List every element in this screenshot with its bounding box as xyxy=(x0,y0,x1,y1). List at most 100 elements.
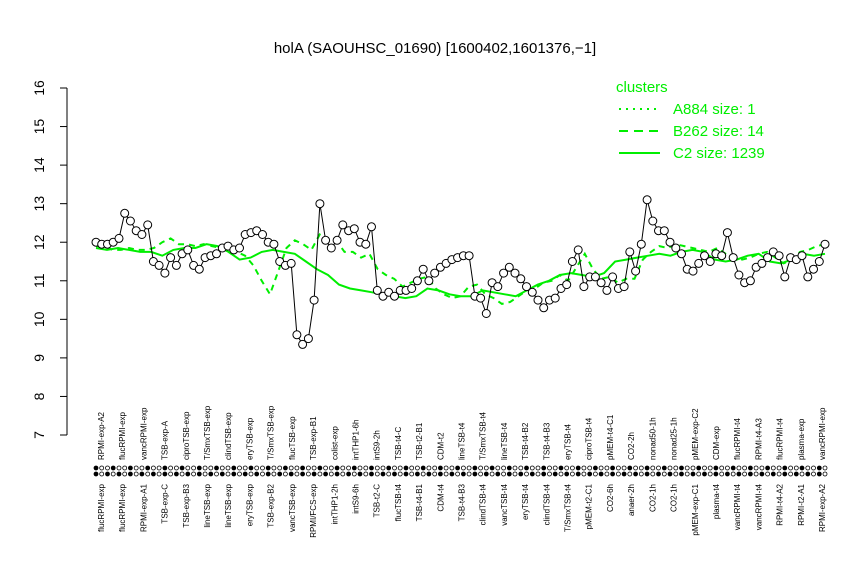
rug-bottom-97 xyxy=(650,471,656,477)
rug-bottom-105 xyxy=(696,471,702,477)
rug-bottom-14 xyxy=(173,471,179,477)
rug-top-22 xyxy=(219,465,225,471)
data-point-18 xyxy=(194,264,204,274)
rug-bottom-12 xyxy=(162,471,168,477)
rug-top-21 xyxy=(214,465,219,471)
rug-top-5 xyxy=(122,465,128,471)
rug-top-122 xyxy=(793,465,799,471)
rug-top-44 xyxy=(346,465,352,471)
rug-top-1 xyxy=(99,465,105,471)
rug-top-103 xyxy=(684,465,690,471)
rug-top-64 xyxy=(460,465,466,471)
rug-bottom-123 xyxy=(799,471,805,477)
rug-bottom-64 xyxy=(460,471,466,477)
rug-bottom-82 xyxy=(564,471,570,477)
rug-top-119 xyxy=(776,465,782,471)
data-point-37 xyxy=(303,334,313,344)
rug-bottom-88 xyxy=(598,471,604,477)
data-line xyxy=(95,199,826,346)
rug-bottom-42 xyxy=(334,471,340,477)
top-label-10: TSB-exp-B1 xyxy=(309,416,318,460)
rug-top-35 xyxy=(294,465,300,471)
rug-bottom-4 xyxy=(116,471,122,477)
rug-bottom-27 xyxy=(248,471,254,477)
y-tick-label-4: 11 xyxy=(31,273,47,288)
rug-top-60 xyxy=(437,465,443,471)
rug-bottom-106 xyxy=(702,471,707,477)
rug-top-111 xyxy=(730,465,736,471)
rug-bottom-20 xyxy=(208,471,214,477)
legend-label-a884: A884 size: 1 xyxy=(673,101,756,118)
rug-bottom-96 xyxy=(644,471,650,477)
bottom-label-33: RPMI-t2-A1 xyxy=(797,483,806,525)
top-label-23: ciproTSB-t4 xyxy=(585,417,594,460)
top-label-33: plasma-exp xyxy=(797,418,806,460)
rug-bottom-31 xyxy=(271,471,277,477)
rug-bottom-126 xyxy=(816,471,822,477)
data-point-49 xyxy=(372,285,382,295)
rug-bottom-1 xyxy=(99,471,105,477)
rug-top-108 xyxy=(713,465,719,471)
rug-bottom-61 xyxy=(443,471,449,477)
rug-bottom-122 xyxy=(793,471,799,477)
data-point-13 xyxy=(166,253,176,263)
data-point-40 xyxy=(321,235,331,245)
rug-bottom-57 xyxy=(420,471,426,477)
rug-bottom-21 xyxy=(214,471,219,477)
y-tick-label-5: 12 xyxy=(31,234,47,250)
bottom-label-10: RPMI/FCS-exp xyxy=(309,483,318,537)
rug-bottom-63 xyxy=(455,471,461,477)
rug-bottom-113 xyxy=(742,471,747,477)
rug-top-120 xyxy=(782,465,788,471)
rug-bottom-40 xyxy=(323,471,329,477)
rug-bottom-110 xyxy=(725,471,730,477)
legend-title: clusters xyxy=(616,79,668,96)
data-point-12 xyxy=(160,268,170,278)
rug-top-4 xyxy=(116,465,122,471)
data-point-75 xyxy=(522,282,531,292)
data-point-29 xyxy=(258,230,267,239)
data-point-39 xyxy=(315,199,325,209)
bottom-label-2: RPMI-exp-A1 xyxy=(139,483,148,532)
rug-bottom-78 xyxy=(541,471,547,477)
bottom-label-13: TSB-t2-C xyxy=(373,484,382,518)
rug-top-67 xyxy=(478,465,484,471)
rug-top-34 xyxy=(288,465,294,471)
rug-top-86 xyxy=(587,465,593,471)
top-label-3: TSB-exp-A xyxy=(161,420,170,460)
rug-bottom-125 xyxy=(811,471,816,477)
rug-bottom-73 xyxy=(512,471,518,477)
rug-bottom-39 xyxy=(317,471,323,477)
rug-bottom-0 xyxy=(93,471,99,477)
bottom-label-14: flucTSB-t4 xyxy=(394,483,403,521)
data-point-31 xyxy=(269,239,279,249)
rug-bottom-99 xyxy=(661,471,667,477)
rug-top-26 xyxy=(242,465,248,471)
rug-bottom-18 xyxy=(196,471,202,477)
rug-bottom-72 xyxy=(506,471,512,477)
rug-top-54 xyxy=(403,465,409,471)
rug-top-11 xyxy=(156,465,162,471)
data-point-70 xyxy=(493,282,503,292)
data-point-57 xyxy=(418,264,428,274)
data-point-112 xyxy=(734,270,744,280)
rug-top-46 xyxy=(357,465,363,471)
rug-bottom-8 xyxy=(139,471,145,477)
data-point-78 xyxy=(539,303,549,313)
data-point-97 xyxy=(648,216,658,226)
rug-top-124 xyxy=(805,465,811,471)
bottom-label-25: anaer-2h xyxy=(627,484,636,516)
data-point-4 xyxy=(114,233,124,243)
rug-bottom-65 xyxy=(466,471,472,477)
y-tick-label-1: 8 xyxy=(31,392,47,400)
rug-top-107 xyxy=(707,465,713,471)
rug-bottom-89 xyxy=(604,471,610,477)
rug-bottom-15 xyxy=(179,471,185,477)
rug-bottom-120 xyxy=(782,471,788,477)
bottom-label-29: plasma-t4 xyxy=(712,483,721,519)
data-point-72 xyxy=(504,262,514,272)
data-point-14 xyxy=(171,260,181,270)
rug-bottom-22 xyxy=(219,471,225,477)
rug-bottom-118 xyxy=(770,471,776,477)
rug-top-127 xyxy=(822,465,828,471)
